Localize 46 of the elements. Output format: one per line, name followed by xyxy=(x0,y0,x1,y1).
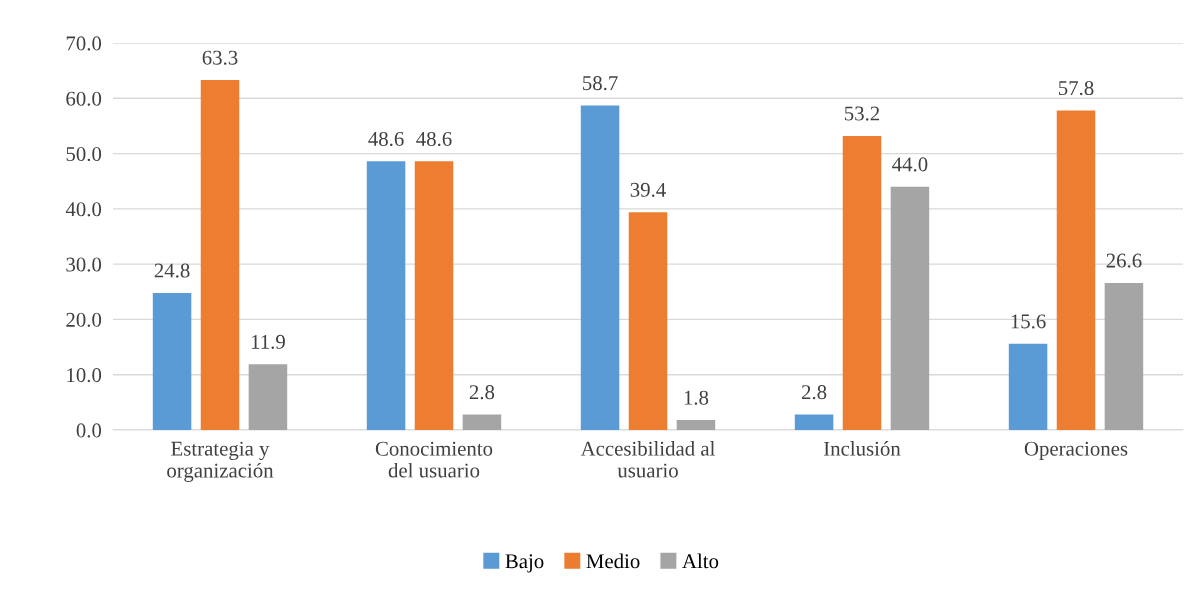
legend-label: Bajo xyxy=(505,554,544,573)
y-tick-label: 20.0 xyxy=(66,312,102,327)
y-tick-label: 0.0 xyxy=(76,423,102,438)
data-label: 2.8 xyxy=(469,385,495,400)
bar xyxy=(152,292,192,430)
bar xyxy=(1104,282,1144,430)
data-label: 57.8 xyxy=(1058,81,1094,96)
bar xyxy=(200,80,240,430)
bar xyxy=(366,161,406,430)
data-label: 53.2 xyxy=(844,106,880,121)
bar xyxy=(1056,110,1096,430)
y-tick-label: 30.0 xyxy=(66,257,102,272)
bar xyxy=(842,135,882,430)
bar xyxy=(794,414,834,430)
bar xyxy=(248,364,288,430)
data-label: 26.6 xyxy=(1106,253,1142,268)
x-tick-label: Estrategia y organización xyxy=(167,441,274,482)
x-tick-label: Operaciones xyxy=(1024,441,1128,460)
data-label: 48.6 xyxy=(368,131,404,147)
y-tick-label: 60.0 xyxy=(66,91,102,106)
data-label: 15.6 xyxy=(1011,314,1046,329)
data-label: 24.8 xyxy=(154,263,190,278)
bar xyxy=(676,420,716,430)
y-tick-label: 50.0 xyxy=(66,146,102,162)
data-label: 2.8 xyxy=(801,385,827,400)
y-tick-label: 40.0 xyxy=(65,202,102,217)
y-tick-label: 70.0 xyxy=(66,36,102,51)
data-label: 39.4 xyxy=(630,182,666,197)
data-label: 11.9 xyxy=(251,334,285,349)
bar xyxy=(628,212,668,430)
bar xyxy=(1008,343,1048,430)
bar xyxy=(890,186,930,430)
bar xyxy=(414,161,454,430)
legend-label: Alto xyxy=(682,553,719,569)
data-label: 48.6 xyxy=(416,131,452,147)
data-label: 63.3 xyxy=(202,50,238,65)
data-label: 1.8 xyxy=(684,390,709,405)
data-label: 44.0 xyxy=(892,157,928,172)
x-tick-label: Conocimiento del usuario xyxy=(375,441,493,478)
legend-label: Medio xyxy=(586,553,640,569)
y-tick-label: 10.0 xyxy=(67,368,102,383)
x-tick-label: Inclusión xyxy=(823,441,901,456)
data-label: 58.7 xyxy=(583,76,618,91)
bar xyxy=(580,105,620,430)
x-tick-label: Accesibilidad al usuario xyxy=(580,441,715,478)
bar xyxy=(462,414,502,430)
